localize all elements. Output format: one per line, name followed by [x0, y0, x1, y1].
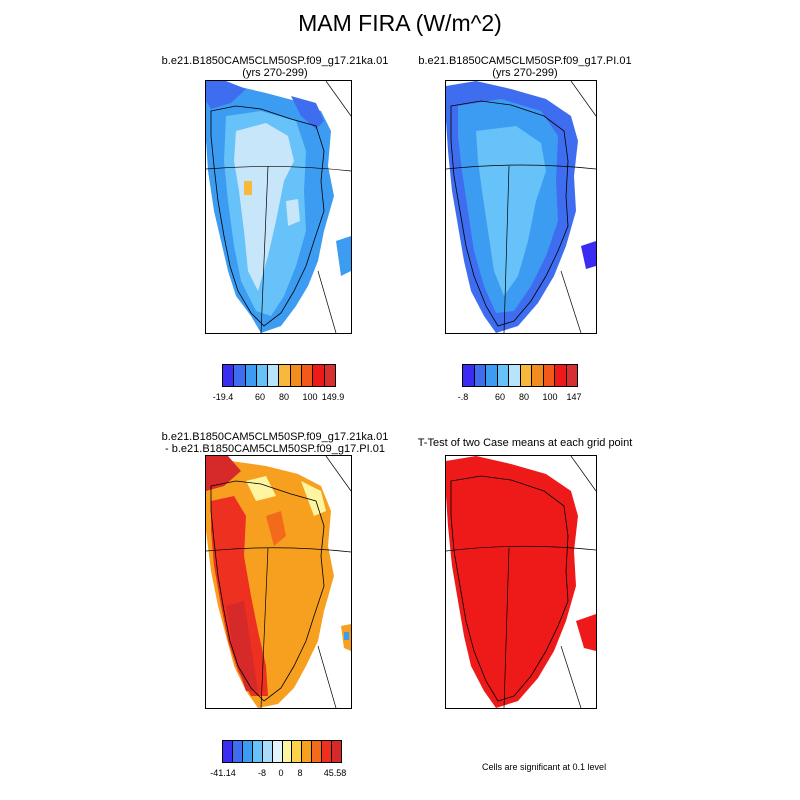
panel-3-title-line-1: b.e21.B1850CAM5CLM50SP.f09_g17.21ka.01	[161, 431, 389, 443]
panel-4-title-line-1: T-Test of two Case means at each grid po…	[417, 437, 633, 449]
colorbar-swatch	[290, 365, 303, 386]
panel-1-map	[205, 80, 352, 334]
panel-1-title: b.e21.B1850CAM5CLM50SP.f09_g17.21ka.01 (…	[150, 55, 400, 79]
panel-3-colorbar-label: 8	[297, 768, 303, 778]
panel-1-colorbar-label: 60	[254, 392, 266, 402]
colorbar-swatch	[242, 741, 253, 762]
panel-1-colorbar-label: 100	[302, 392, 318, 402]
panel-2-colorbar-label: 147	[566, 392, 582, 402]
colorbar-swatch	[486, 365, 498, 386]
panel-4-map	[445, 455, 597, 709]
panel-2-title-line-2: (yrs 270-299)	[492, 67, 558, 79]
panel-1-colorbar-label: -19.4	[212, 392, 234, 402]
colorbar-swatch	[555, 365, 567, 386]
panel-2-map	[445, 80, 597, 334]
panel-3-colorbar-label: 0	[278, 768, 284, 778]
colorbar-swatch	[324, 365, 335, 386]
colorbar-swatch	[497, 365, 509, 386]
panel-1-colorbar-label: 149.9	[321, 392, 345, 402]
panel-2-colorbar-label: 80	[518, 392, 530, 402]
colorbar-swatch	[543, 365, 555, 386]
colorbar-swatch	[312, 741, 323, 762]
colorbar-swatch	[234, 365, 246, 386]
page-title: MAM FIRA (W/m^2)	[298, 10, 502, 36]
colorbar-swatch	[232, 741, 243, 762]
panel-1-title-line-2: (yrs 270-299)	[242, 67, 308, 79]
colorbar-swatch	[509, 365, 521, 386]
panel-4-title: T-Test of two Case means at each grid po…	[400, 437, 650, 449]
panel-2-title: b.e21.B1850CAM5CLM50SP.f09_g17.PI.01 (yr…	[400, 55, 650, 79]
panel-3-colorbar-label: -41.14	[210, 768, 236, 778]
colorbar-swatch	[302, 741, 313, 762]
colorbar-swatch	[566, 365, 577, 386]
colorbar-swatch	[252, 741, 263, 762]
panel-3-map	[205, 455, 352, 709]
colorbar-swatch	[282, 741, 293, 762]
panel-3-colorbar-label: -8	[257, 768, 267, 778]
colorbar-swatch	[262, 741, 273, 762]
colorbar-swatch	[322, 741, 333, 762]
colorbar-swatch	[292, 741, 303, 762]
panel-3-colorbar	[222, 740, 342, 763]
panel-2-colorbar	[462, 364, 578, 387]
panel-1-colorbar-label: 80	[278, 392, 290, 402]
colorbar-swatch	[313, 365, 325, 386]
colorbar-swatch	[223, 741, 233, 762]
panel-2-title-line-1: b.e21.B1850CAM5CLM50SP.f09_g17.PI.01	[418, 55, 632, 67]
panel-2-colorbar-label: -.8	[457, 392, 469, 402]
panel-1-title-line-1: b.e21.B1850CAM5CLM50SP.f09_g17.21ka.01	[161, 55, 389, 67]
panel-2-colorbar-label: 100	[542, 392, 558, 402]
colorbar-swatch	[532, 365, 544, 386]
colorbar-swatch	[474, 365, 486, 386]
colorbar-swatch	[223, 365, 235, 386]
significance-note: Cells are significant at 0.1 level	[482, 762, 607, 772]
panel-3-colorbar-label: 45.58	[323, 768, 347, 778]
colorbar-swatch	[272, 741, 283, 762]
colorbar-swatch	[245, 365, 257, 386]
colorbar-swatch	[463, 365, 475, 386]
colorbar-swatch	[302, 365, 314, 386]
colorbar-swatch	[256, 365, 269, 386]
colorbar-swatch	[520, 365, 532, 386]
panel-3-title-line-2: - b.e21.B1850CAM5CLM50SP.f09_g17.PI.01	[165, 443, 385, 455]
panel-1-colorbar	[222, 364, 336, 387]
panel-2-colorbar-label: 60	[494, 392, 506, 402]
colorbar-swatch	[268, 365, 280, 386]
panel-3-title: b.e21.B1850CAM5CLM50SP.f09_g17.21ka.01 -…	[150, 431, 400, 455]
colorbar-swatch	[332, 741, 342, 762]
colorbar-swatch	[279, 365, 291, 386]
